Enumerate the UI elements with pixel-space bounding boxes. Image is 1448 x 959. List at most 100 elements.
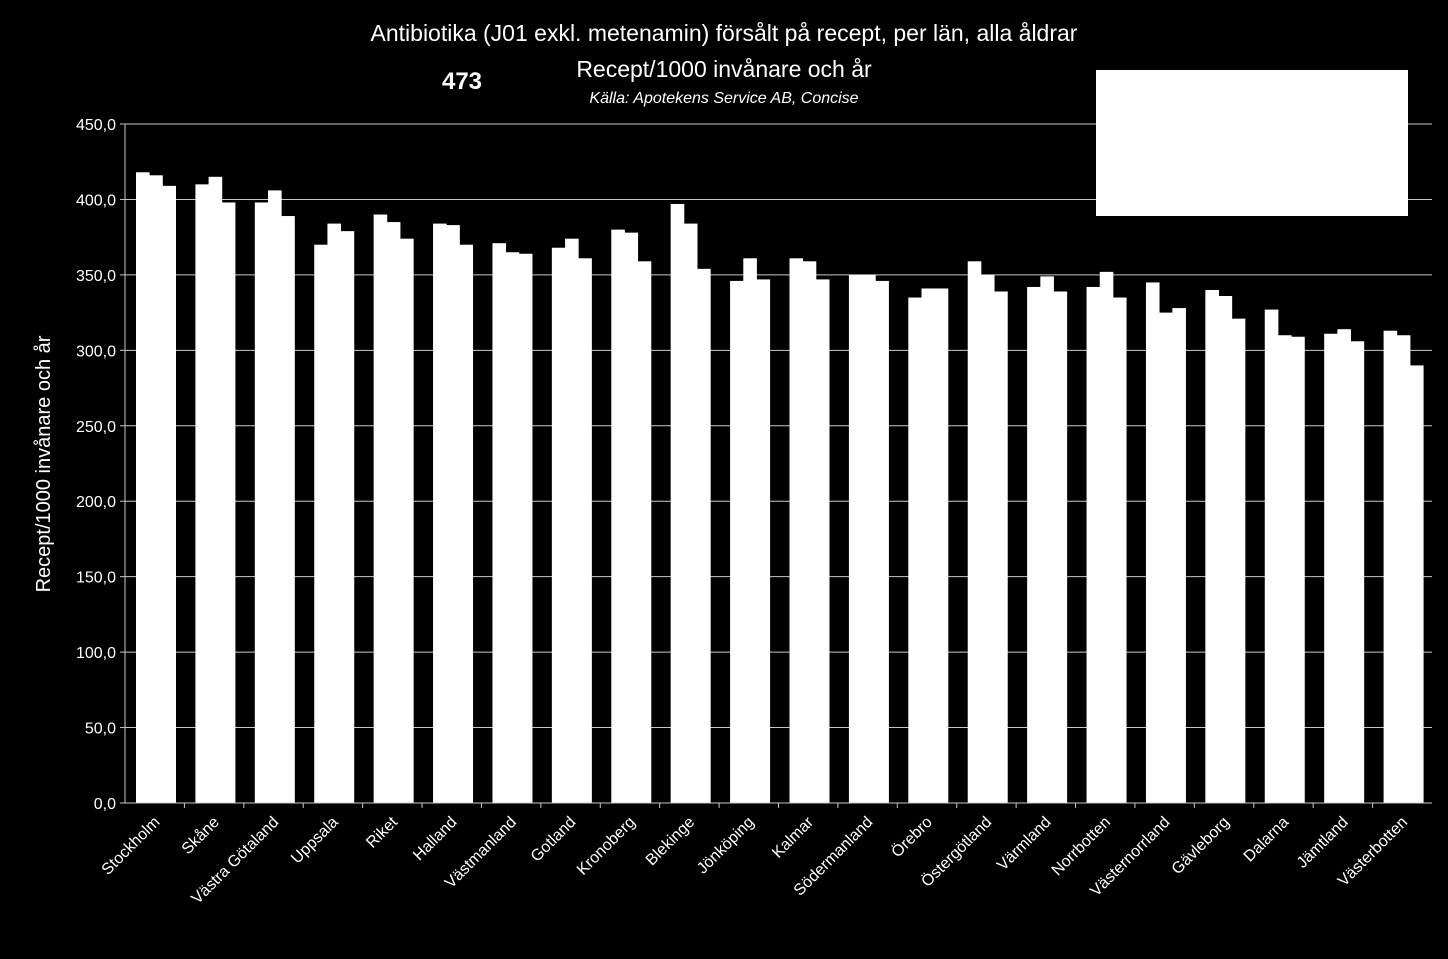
bar [459, 244, 474, 803]
x-tick-label: Riket [363, 813, 401, 851]
bar [1277, 335, 1292, 803]
bar [994, 291, 1008, 803]
bar [789, 258, 804, 803]
bar [1205, 289, 1219, 804]
bar [875, 280, 889, 803]
bar [637, 261, 652, 803]
y-tick-label: 150,0 [76, 570, 116, 587]
bar [1409, 365, 1424, 803]
bar [433, 223, 447, 804]
bar [386, 222, 401, 803]
bar [1145, 282, 1160, 803]
bar [492, 243, 507, 803]
bar [802, 261, 817, 803]
x-tick-label: Halland [410, 814, 460, 864]
legend-box [1096, 70, 1408, 216]
bar [1350, 341, 1365, 803]
bar [1040, 276, 1054, 803]
x-tick-label: Skåne [178, 813, 223, 858]
x-tick-label: Kronoberg [574, 814, 639, 879]
bar [848, 274, 863, 803]
y-tick-label: 50,0 [85, 721, 116, 738]
bar [1218, 296, 1233, 803]
x-tick-label: Kalmar [769, 813, 817, 861]
bar [624, 232, 639, 803]
bar [815, 279, 830, 803]
x-tick-label: Dalarna [1241, 814, 1293, 866]
bar [373, 214, 388, 803]
bar [578, 258, 592, 803]
chart-title: Antibiotika (J01 exkl. metenamin) försål… [370, 20, 1078, 46]
bar [314, 244, 328, 803]
bar [730, 280, 744, 803]
bar [908, 297, 922, 803]
bar [1099, 271, 1114, 803]
annotation-value: 473 [441, 68, 483, 95]
bar [1159, 312, 1173, 803]
bar [697, 268, 711, 804]
bar [327, 223, 342, 804]
bar [268, 190, 282, 803]
y-tick-label: 350,0 [76, 268, 116, 285]
bar [1264, 309, 1279, 803]
bar [400, 238, 414, 803]
x-tick-label: Norrbotten [1049, 814, 1114, 879]
x-tick-label: Uppsala [288, 814, 342, 868]
x-tick-label: Gävleborg [1169, 814, 1233, 878]
bar [743, 258, 757, 803]
bar [1324, 333, 1338, 803]
x-tick-label: Blekinge [643, 814, 698, 869]
bar [611, 229, 625, 803]
bar [1231, 318, 1246, 803]
bar [670, 203, 685, 804]
bar [921, 288, 936, 804]
bar [683, 223, 698, 804]
y-tick-labels: 0,0 50,0 100,0 150,0 200,0 250,0 300,0 350,0 400… [76, 117, 125, 813]
bar [1337, 329, 1351, 803]
bar [281, 216, 295, 804]
bar [446, 225, 460, 804]
x-tick-label: Örebro [888, 813, 936, 861]
y-tick-label: 400,0 [76, 192, 116, 209]
bar [208, 176, 223, 803]
x-tick-label: Stockholm [99, 814, 164, 879]
chart-subtitle: Recept/1000 invånare och år [576, 56, 872, 82]
bar [1027, 286, 1041, 804]
bar [149, 175, 163, 804]
bar [162, 185, 176, 804]
bar [862, 274, 876, 803]
bar [340, 231, 355, 803]
bar [565, 238, 579, 803]
bar [934, 288, 949, 804]
bar [505, 252, 520, 803]
bar [1112, 297, 1127, 803]
y-tick-label: 100,0 [76, 645, 116, 662]
bar [1053, 291, 1068, 803]
bar [221, 202, 236, 803]
bars [136, 172, 1424, 804]
bar [136, 172, 150, 803]
y-tick-label: 300,0 [76, 343, 116, 360]
y-axis-label: Recept/1000 invånare och år [33, 335, 55, 592]
x-tick-label: Jönköping [694, 814, 758, 878]
bar [518, 253, 533, 803]
y-tick-label: 250,0 [76, 419, 116, 436]
bar [551, 247, 566, 804]
bar [1086, 286, 1101, 804]
x-tick-label: Gotland [528, 814, 580, 866]
bar [195, 184, 210, 804]
bar [1396, 335, 1411, 803]
bar [1172, 308, 1186, 803]
x-tick-label: Jämtland [1294, 814, 1352, 872]
y-tick-label: 200,0 [76, 494, 116, 511]
bar [254, 202, 269, 803]
bar [1383, 330, 1398, 803]
bar [756, 279, 771, 803]
bar [967, 261, 982, 803]
y-tick-label: 450,0 [76, 117, 116, 134]
bar [980, 274, 995, 803]
chart-source: Källa: Apotekens Service AB, Concise [589, 90, 859, 107]
y-tick-label: 0,0 [94, 796, 116, 813]
